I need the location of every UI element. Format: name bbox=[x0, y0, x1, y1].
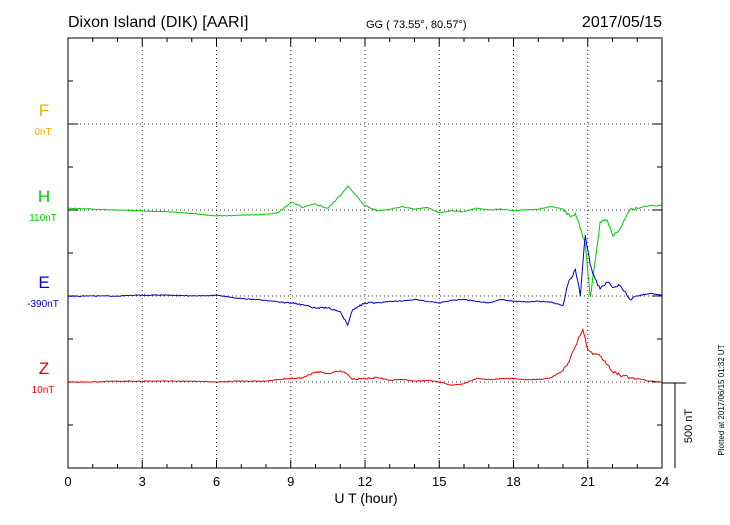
series-line-H bbox=[67, 185, 663, 297]
x-tick-label: 3 bbox=[139, 474, 146, 489]
x-tick-label: 18 bbox=[506, 474, 520, 489]
x-tick-label: 15 bbox=[432, 474, 446, 489]
series-name-label: H bbox=[38, 187, 50, 206]
series-name-label: F bbox=[39, 101, 49, 120]
x-tick-label: 9 bbox=[287, 474, 294, 489]
x-tick-labels: 0 3 6 9 12 15 18 21 24 bbox=[64, 474, 669, 489]
series-baseline-label: 10nT bbox=[32, 385, 55, 396]
station-coords: GG ( 73.55°, 80.57°) bbox=[366, 19, 467, 31]
x-tick-label: 6 bbox=[213, 474, 220, 489]
x-tick-label: 12 bbox=[358, 474, 372, 489]
series-labels: F 0nT H 110nT E -390nT Z 10nT bbox=[27, 101, 59, 396]
station-title: Dixon Island (DIK) [AARI] bbox=[68, 14, 249, 31]
x-axis-label: U T (hour) bbox=[334, 490, 397, 506]
grid bbox=[68, 38, 662, 468]
series-name-label: E bbox=[38, 273, 49, 292]
date-label: 2017/05/15 bbox=[582, 14, 662, 31]
series-baseline-label: 0nT bbox=[34, 127, 51, 138]
x-tick-label: 24 bbox=[655, 474, 669, 489]
series-line-E bbox=[67, 234, 663, 327]
series-name-label: Z bbox=[39, 359, 49, 378]
x-tick-label: 0 bbox=[64, 474, 71, 489]
axis-ticks bbox=[67, 38, 663, 468]
x-tick-label: 21 bbox=[581, 474, 595, 489]
scale-bar-label: 500 nT bbox=[683, 409, 695, 444]
series-line-Z bbox=[67, 327, 663, 386]
series-lines bbox=[67, 185, 663, 386]
plotted-timestamp: Plotted at 2017/06/15 01:32 UT bbox=[717, 344, 726, 455]
scale-bar: 500 nT bbox=[662, 382, 695, 468]
series-baseline-label: 110nT bbox=[29, 213, 57, 224]
series-baseline-label: -390nT bbox=[27, 299, 59, 310]
